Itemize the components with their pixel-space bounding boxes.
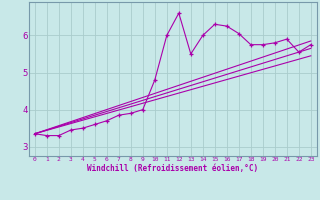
X-axis label: Windchill (Refroidissement éolien,°C): Windchill (Refroidissement éolien,°C)	[87, 164, 258, 173]
